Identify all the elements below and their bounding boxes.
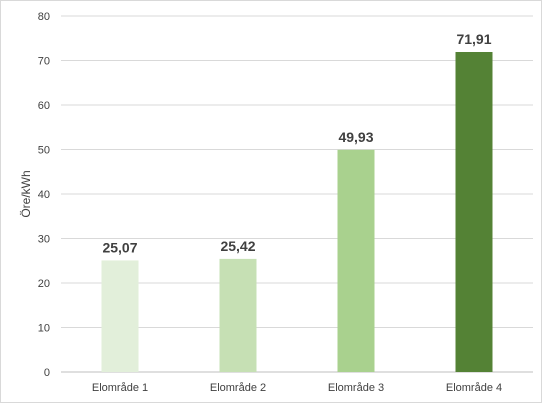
y-tick-label: 70 — [38, 56, 50, 68]
data-label: 49,93 — [338, 129, 373, 145]
bar — [337, 149, 375, 372]
y-tick-label: 60 — [38, 100, 50, 112]
y-tick-label: 80 — [38, 11, 50, 23]
x-category-label: Elområde 3 — [328, 382, 384, 394]
bar — [455, 52, 493, 373]
x-category-label: Elområde 1 — [92, 382, 148, 394]
y-axis-label: Öre/kWh — [19, 170, 33, 217]
y-axis-ticks: 0 10 20 30 40 50 60 70 80 — [38, 11, 50, 379]
y-tick-label: 10 — [38, 323, 50, 335]
x-axis-categories: Elområde 1 Elområde 2 Elområde 3 Elområde 4 — [92, 382, 502, 394]
bars — [101, 52, 493, 373]
y-tick-label: 30 — [38, 234, 50, 246]
data-label: 25,07 — [102, 239, 137, 255]
y-tick-label: 0 — [44, 367, 50, 379]
y-tick-label: 40 — [38, 189, 50, 201]
bar — [219, 258, 257, 372]
data-label: 25,42 — [220, 238, 255, 254]
y-tick-label: 50 — [38, 145, 50, 157]
data-labels: 25,07 25,42 49,93 71,91 — [102, 31, 491, 255]
x-category-label: Elområde 2 — [210, 382, 266, 394]
bar — [101, 260, 139, 372]
x-category-label: Elområde 4 — [446, 382, 502, 394]
data-label: 71,91 — [456, 31, 491, 47]
y-tick-label: 20 — [38, 278, 50, 290]
gridlines — [61, 15, 533, 373]
